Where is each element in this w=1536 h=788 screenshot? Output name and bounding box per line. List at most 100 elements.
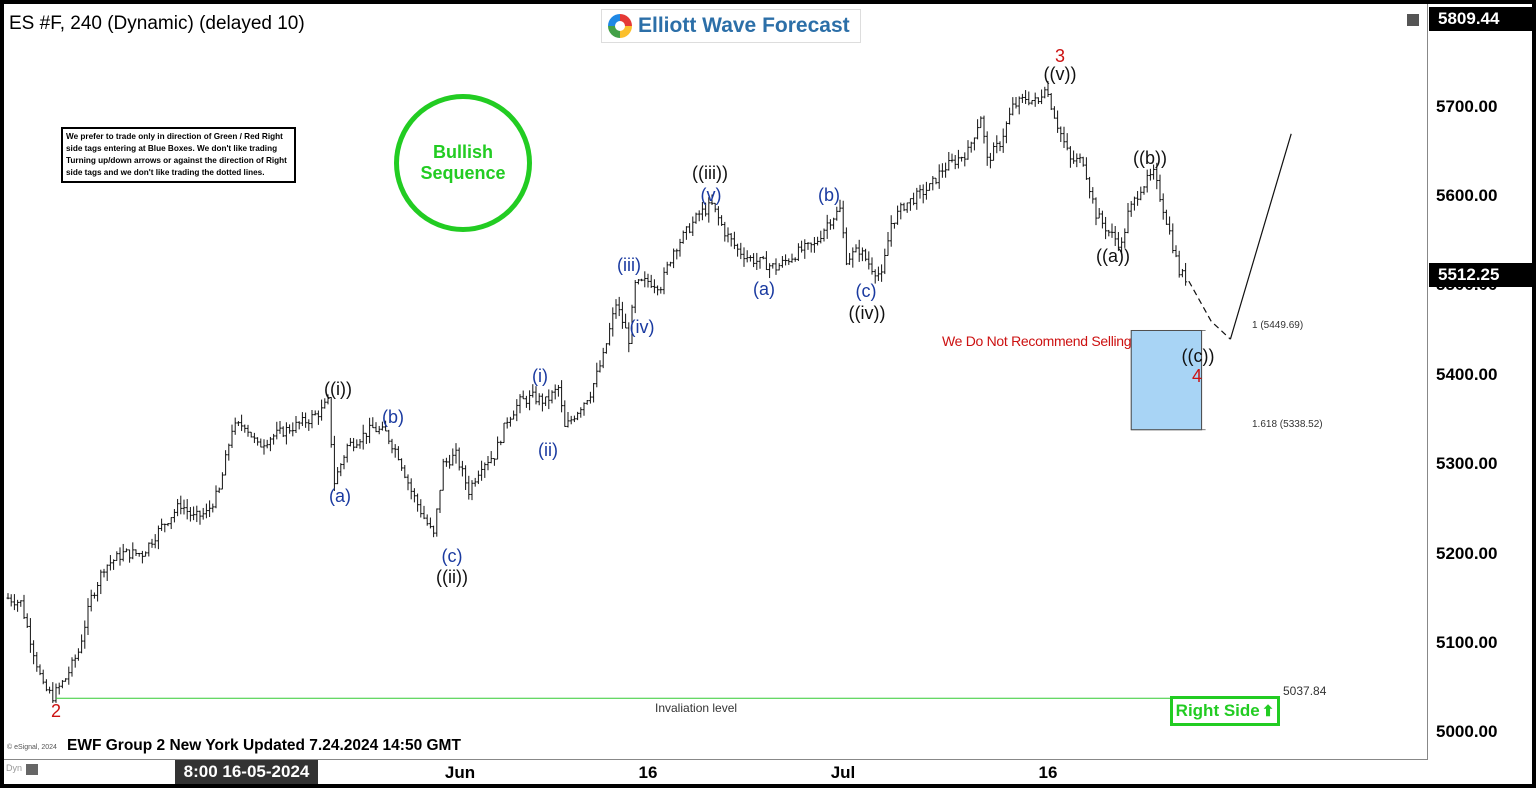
projection-dashed-line <box>1188 280 1231 340</box>
price-bar <box>1036 97 1040 105</box>
price-bar <box>947 151 951 171</box>
bullish-line1: Bullish <box>432 142 493 162</box>
price-bar <box>224 450 228 476</box>
price-bar <box>803 239 807 259</box>
price-bar <box>307 419 311 431</box>
price-bar <box>659 286 663 294</box>
price-bar <box>550 390 554 404</box>
price-bar <box>588 391 592 404</box>
price-bar <box>758 257 762 269</box>
price-bar <box>841 200 845 239</box>
time-axis[interactable]: Jun 16 Jul 16 <box>4 760 1428 784</box>
price-bar <box>281 426 285 438</box>
wave-label-b-1: (b) <box>382 407 404 427</box>
window-menu-icon[interactable] <box>1407 14 1419 26</box>
price-bar <box>92 592 96 599</box>
price-bar <box>214 485 218 509</box>
price-bar <box>668 261 672 267</box>
price-bar <box>643 271 647 288</box>
price-bar <box>614 299 618 319</box>
price-bar <box>1091 187 1095 204</box>
price-bar <box>918 184 922 199</box>
wave-label-v-minor: (v) <box>700 185 722 205</box>
price-bar <box>1059 126 1063 143</box>
price-bar <box>860 247 864 262</box>
price-bar <box>1120 237 1124 256</box>
price-bar <box>499 440 503 446</box>
price-bar <box>931 176 935 191</box>
price-bar <box>819 230 823 244</box>
price-tick: 5300.00 <box>1436 454 1498 473</box>
price-bar <box>108 555 112 571</box>
price-bar <box>323 398 327 409</box>
price-bar <box>1043 86 1047 99</box>
price-chart[interactable] <box>4 4 1428 760</box>
price-bar <box>38 664 42 676</box>
price-bar <box>598 360 602 373</box>
plot-area[interactable]: ES #F, 240 (Dynamic) (delayed 10) Elliot… <box>4 4 1428 760</box>
price-bar <box>144 551 148 557</box>
price-bar <box>339 463 343 477</box>
price-bar <box>736 243 740 257</box>
wave-label-i-minor: (i) <box>532 366 548 386</box>
price-bar <box>720 215 724 226</box>
esignal-copyright: © eSignal, 2024 <box>7 744 57 751</box>
price-tick: 5600.00 <box>1436 186 1498 205</box>
price-bar <box>422 505 426 520</box>
price-bar <box>640 278 644 282</box>
price-bar <box>387 429 391 445</box>
price-bar <box>332 435 336 491</box>
price-bar <box>726 227 730 243</box>
price-bar <box>1168 216 1172 235</box>
price-bar <box>816 236 820 246</box>
price-bar <box>467 475 471 500</box>
price-bar <box>950 153 954 163</box>
price-bar <box>364 432 368 444</box>
price-bar <box>1068 146 1072 168</box>
price-bar <box>25 613 29 629</box>
price-bar <box>870 257 874 275</box>
price-bar <box>80 634 84 654</box>
price-bar <box>972 137 976 151</box>
price-bar <box>355 439 359 449</box>
price-bar <box>6 593 10 600</box>
price-bar <box>409 478 413 500</box>
right-side-text: Right Side <box>1175 701 1260 720</box>
price-bar <box>1040 89 1044 105</box>
last-price-badge: 5512.25 <box>1429 263 1532 287</box>
price-bar <box>22 594 26 620</box>
price-bar <box>105 564 109 581</box>
price-bar <box>691 216 695 236</box>
price-bar <box>985 131 989 166</box>
wave-label-4: 4 <box>1191 366 1203 386</box>
price-bar <box>256 437 260 446</box>
price-bar <box>665 261 669 275</box>
price-bar <box>44 679 48 692</box>
price-bar <box>470 480 474 501</box>
price-bar <box>624 313 628 329</box>
price-bar <box>556 384 560 397</box>
price-bar <box>630 304 634 344</box>
price-bar <box>1008 107 1012 125</box>
price-bar <box>208 500 212 518</box>
price-bar <box>1049 93 1053 111</box>
price-bar <box>179 495 183 515</box>
price-bar <box>345 443 349 463</box>
dyn-toggle-icon[interactable] <box>26 764 38 775</box>
price-axis[interactable]: 5700.00 5600.00 5500.00 5400.00 5300.00 … <box>1428 4 1532 760</box>
price-bar <box>451 448 455 466</box>
price-bar <box>940 163 944 178</box>
price-bar <box>316 410 320 425</box>
price-bar <box>348 437 352 447</box>
price-bar <box>716 206 720 226</box>
price-bar <box>579 407 583 418</box>
price-bar <box>188 507 192 522</box>
wave-label-2: 2 <box>50 701 62 721</box>
price-bar <box>252 432 256 444</box>
wave-label-iv-minor: (iv) <box>629 317 655 337</box>
price-bar <box>956 149 960 169</box>
price-bar <box>886 232 890 256</box>
wave-label-ii-minor: (ii) <box>538 440 558 460</box>
price-bar <box>1116 232 1120 251</box>
price-bar <box>793 257 797 262</box>
